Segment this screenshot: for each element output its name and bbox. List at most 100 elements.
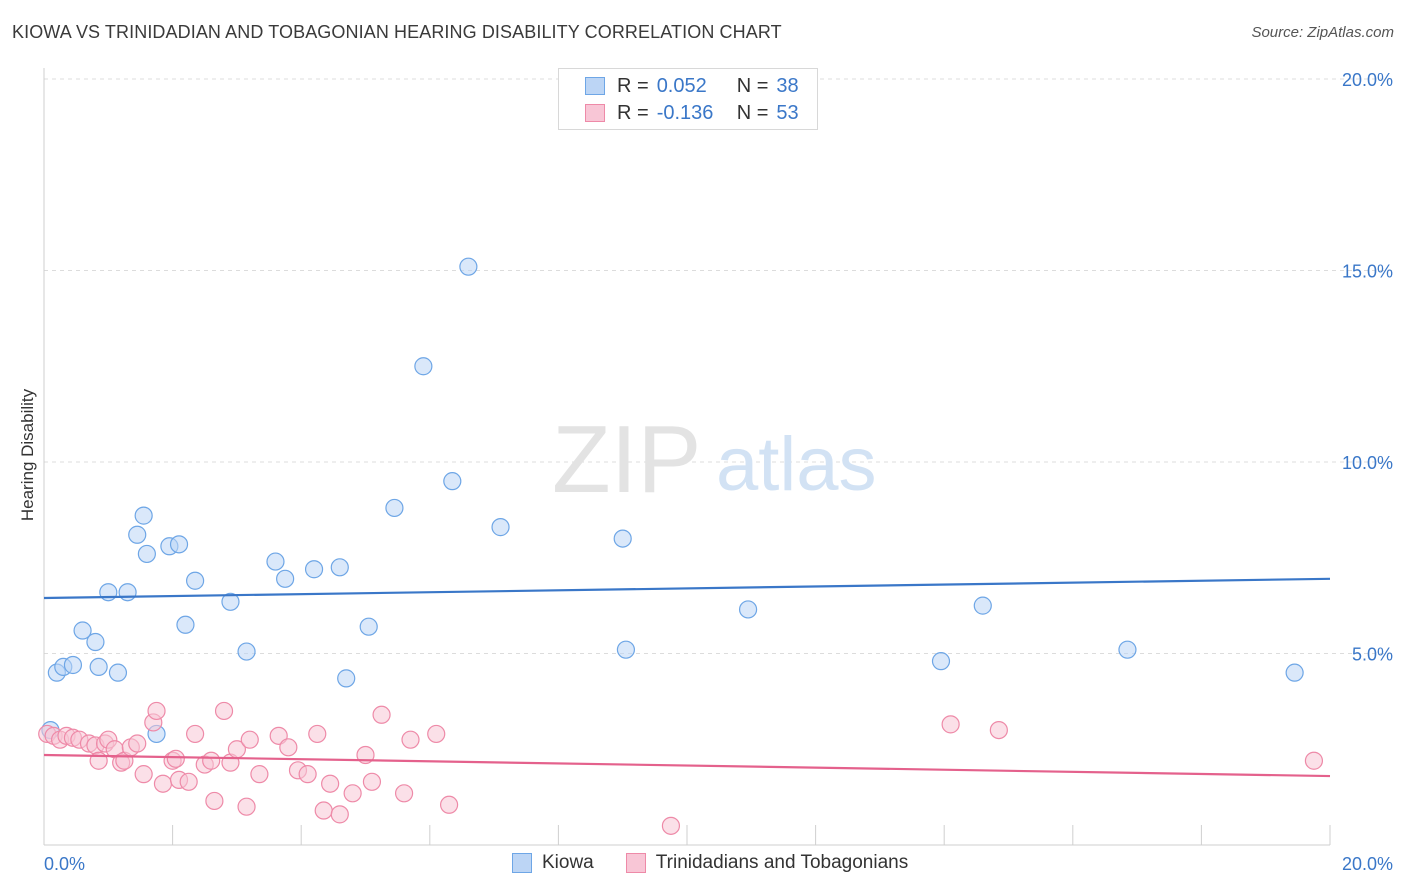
trinidadians-point [153, 774, 173, 793]
kiowa-point [337, 669, 356, 688]
kiowa-point [973, 596, 992, 615]
legend-item-kiowa[interactable]: Kiowa [512, 852, 594, 874]
kiowa-point [414, 357, 433, 376]
kiowa-point [86, 632, 105, 652]
trinidadians-point [427, 724, 446, 744]
kiowa-point [128, 525, 147, 544]
trinidadians-point [279, 738, 298, 757]
trend-lines [43, 577, 1331, 778]
kiowa-swatch [585, 77, 605, 95]
legend-label-kiowa: Kiowa [542, 852, 594, 873]
data-points [38, 257, 1324, 835]
y-tick-label: 20.0% [1342, 70, 1393, 90]
trinidadians-legend-swatch [625, 853, 646, 873]
kiowa-point [118, 583, 137, 602]
kiowa-point [616, 640, 636, 659]
kiowa-point [89, 657, 108, 677]
y-tick-label: 15.0% [1342, 262, 1393, 282]
legend-label-trinidadians: Trinidadians and Tobagonians [655, 852, 909, 873]
trinidadians-point [179, 772, 198, 791]
trinidadians-point [202, 751, 221, 770]
trinidadians-point [147, 701, 166, 721]
trinidadians-point [941, 715, 960, 734]
r-label: R = [617, 101, 649, 124]
kiowa-point [1118, 640, 1137, 659]
n-label: N = [736, 74, 769, 97]
trinidadians-point [128, 734, 147, 753]
watermark-zip: ZIP [552, 406, 701, 513]
trinidadians-point [321, 774, 340, 793]
gridlines [44, 78, 1393, 654]
chart-title: KIOWA VS TRINIDADIAN AND TOBAGONIAN HEAR… [12, 22, 782, 42]
trinidadians-point [214, 701, 234, 721]
trinidadians-point [205, 791, 224, 811]
trinidadians-point [661, 816, 681, 835]
trinidadians-point [240, 730, 259, 749]
kiowa-point [385, 498, 404, 518]
stats-legend: R = 0.052 N = 38 R = -0.136 N = 53 [558, 68, 818, 130]
legend-item-trinidadians[interactable]: Trinidadians and Tobagonians [625, 852, 909, 874]
stats-row-trinidadians: R = -0.136 N = 53 [585, 100, 799, 126]
trinidadians-point [362, 772, 382, 791]
kiowa-trend-line [43, 577, 1331, 600]
kiowa-point [176, 615, 195, 634]
trinidadians-point [401, 730, 420, 749]
kiowa-point [108, 663, 128, 682]
x-tick-label-max: 20.0% [1342, 854, 1393, 874]
n-value: 53 [776, 101, 799, 124]
kiowa-point [169, 535, 189, 554]
kiowa-point [443, 472, 462, 491]
watermark-atlas: atlas [716, 422, 877, 507]
kiowa-point [359, 617, 378, 636]
y-tick-label: 10.0% [1342, 453, 1393, 473]
trinidadians-point [343, 784, 362, 803]
y-axis-label: Hearing Disability [18, 388, 37, 521]
x-tick-label-min: 0.0% [44, 854, 85, 874]
trinidadians-point [372, 705, 391, 724]
kiowa-point [186, 571, 205, 590]
series-legend: Kiowa Trinidadians and Tobagonians [512, 852, 940, 874]
r-value: 0.052 [656, 74, 707, 97]
trinidadians-point [237, 797, 256, 816]
trinidadians-point [1304, 751, 1324, 770]
r-value: -0.136 [656, 101, 714, 124]
axes [43, 68, 1331, 846]
kiowa-point [613, 529, 632, 548]
trinidadians-point [989, 720, 1008, 740]
trinidadians-point [394, 784, 414, 803]
source-credit: Source: ZipAtlas.com [1251, 24, 1394, 41]
trinidadians-point [439, 795, 459, 814]
n-label: N = [736, 101, 769, 124]
trinidadians-point [314, 801, 333, 820]
kiowa-point [237, 642, 256, 661]
trinidadians-point [186, 724, 205, 744]
kiowa-point [304, 560, 324, 579]
kiowa-point [931, 652, 951, 671]
trinidadians-point [166, 749, 185, 768]
r-label: R = [617, 74, 649, 97]
trinidadians-swatch [585, 104, 605, 122]
trinidadians-point [250, 765, 269, 784]
trinidadians-point [134, 765, 153, 784]
kiowa-point [1285, 663, 1304, 682]
kiowa-point [266, 552, 285, 571]
kiowa-point [738, 600, 758, 619]
kiowa-point [134, 506, 153, 525]
kiowa-point [63, 655, 83, 675]
stats-row-kiowa: R = 0.052 N = 38 [585, 73, 799, 99]
trinidadians-point [308, 724, 327, 744]
kiowa-point [330, 558, 349, 577]
kiowa-point [459, 257, 478, 276]
kiowa-point [73, 621, 92, 640]
y-tick-label: 5.0% [1352, 645, 1393, 665]
kiowa-point [491, 518, 510, 537]
trinidadians-trend-line [43, 753, 1331, 778]
trinidadians-point [298, 765, 317, 784]
kiowa-point [221, 592, 240, 611]
y-tick-labels: 5.0% 10.0% 15.0% 20.0% [1342, 70, 1393, 665]
kiowa-legend-swatch [512, 853, 532, 873]
kiowa-point [137, 544, 156, 564]
n-value: 38 [776, 74, 799, 97]
trinidadians-point [330, 805, 349, 824]
